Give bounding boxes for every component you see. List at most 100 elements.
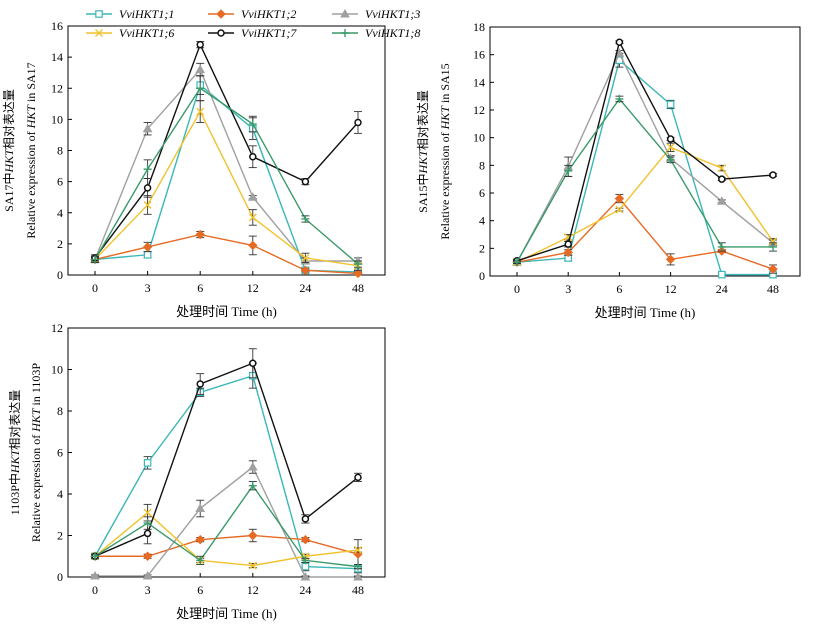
- y-tick-label: 14: [473, 75, 485, 89]
- data-point: [142, 123, 153, 133]
- data-point: [354, 118, 362, 127]
- y-axis-label-suffix: in 1103P: [29, 363, 43, 409]
- y-tick-label: 6: [479, 186, 485, 200]
- data-point: [196, 40, 204, 49]
- data-point: [249, 152, 257, 161]
- legend-item: VviHKT1;6: [86, 26, 174, 40]
- y-tick-label: 12: [473, 103, 485, 117]
- data-point: [248, 561, 257, 570]
- y-tick-label: 2: [57, 237, 63, 251]
- series-line: [94, 42, 359, 259]
- legend-swatch-marker: [340, 8, 350, 18]
- data-point: [564, 240, 572, 248]
- data-point: [301, 556, 310, 565]
- y-tick-label: 0: [57, 570, 63, 584]
- series-line: [94, 68, 358, 262]
- y-tick-label: 6: [57, 175, 63, 189]
- plot-frame: [489, 26, 801, 277]
- y-axis-label-gene: HKT: [438, 105, 452, 131]
- legend-item: VviHKT1;2: [208, 7, 296, 21]
- data-point: [248, 213, 257, 222]
- data-point: [717, 242, 726, 251]
- data-point: [300, 534, 311, 545]
- series-line: [94, 233, 359, 275]
- legend-swatch-marker: [216, 9, 226, 19]
- series-VviHKT1-1: [91, 362, 362, 574]
- data-point: [353, 571, 363, 581]
- data-point: [195, 64, 206, 74]
- data-point: [196, 556, 205, 565]
- legend-label: VviHKT1;6: [119, 26, 174, 40]
- data-point: [195, 503, 206, 513]
- series-VviHKT1-2: [90, 229, 363, 279]
- y-axis-label-line1: SA17中HKT相对表达量: [1, 89, 16, 212]
- series-VviHKT1-3: [90, 460, 363, 581]
- data-point: [143, 184, 152, 192]
- y-axis-label-suffix: in SA17: [24, 62, 38, 105]
- x-tick-label: 3: [145, 281, 151, 295]
- legend-item: VviHKT1;7: [208, 26, 297, 40]
- data-point: [91, 255, 99, 264]
- data-point: [353, 268, 363, 279]
- data-point: [354, 260, 362, 269]
- data-point: [717, 270, 726, 279]
- data-point: [716, 196, 727, 205]
- series-VviHKT1-2: [90, 528, 363, 570]
- y-axis-label-line1: SA15中HKT相对表达量: [415, 90, 430, 213]
- y-tick-label: 6: [57, 446, 63, 460]
- data-point: [143, 519, 152, 528]
- legend-item: VviHKT1;3: [332, 7, 420, 21]
- y-tick-label: 0: [479, 269, 485, 283]
- series-VviHKT1-6: [91, 100, 362, 271]
- data-point: [666, 155, 675, 164]
- legend-item: VviHKT1;1: [86, 7, 174, 21]
- y-axis-label-gene: HKT: [416, 149, 430, 175]
- y-tick-label: 2: [479, 241, 485, 255]
- y-tick-label: 2: [57, 529, 63, 543]
- y-tick-label: 4: [479, 214, 485, 228]
- y-axis-label-line2: Relative expression of HKT in SA17: [24, 62, 38, 238]
- y-axis-label-prefix: 1103P中: [7, 473, 22, 515]
- series-VviHKT1-7: [513, 38, 777, 265]
- y-axis-label-line1: 1103P中HKT相对表达量: [7, 390, 22, 516]
- data-point: [248, 481, 257, 490]
- x-axis-label: 处理时间 Time (h): [595, 305, 696, 320]
- legend-label: VviHKT1;3: [365, 7, 420, 21]
- legend-label: VviHKT1;8: [365, 26, 420, 40]
- data-point: [142, 570, 153, 580]
- data-point: [768, 264, 778, 274]
- series-line: [94, 374, 359, 570]
- y-axis-label-gene: HKT: [8, 448, 22, 474]
- series-line: [516, 40, 774, 262]
- y-tick-label: 18: [473, 20, 485, 34]
- x-tick-label: 3: [145, 583, 151, 597]
- series-line: [516, 58, 773, 276]
- legend-label: VviHKT1;7: [241, 26, 297, 40]
- legend-swatch-marker: [341, 29, 349, 37]
- data-point: [248, 240, 258, 251]
- legend: VviHKT1;1 VviHKT1;2 VviHKT1;3 VviHKT1;6 VviH…: [86, 7, 420, 40]
- y-tick-label: 8: [479, 158, 485, 172]
- x-tick-label: 12: [665, 282, 677, 296]
- series-line: [95, 534, 359, 557]
- y-axis-label-suffix: in SA15: [438, 63, 452, 106]
- y-axis-label-suffix: 相对表达量: [8, 390, 22, 450]
- y-axis-label-prefix: SA17中: [1, 173, 16, 212]
- data-point: [513, 258, 521, 267]
- data-point: [615, 94, 624, 103]
- data-point: [249, 359, 257, 368]
- data-point: [563, 247, 573, 258]
- data-point: [143, 200, 152, 209]
- y-axis-label-gene: HKT: [2, 148, 16, 174]
- legend-swatch-marker: [95, 10, 103, 18]
- data-point: [143, 165, 152, 174]
- data-point: [769, 237, 777, 246]
- series-VviHKT1-2: [512, 193, 778, 274]
- data-point: [196, 380, 204, 388]
- x-tick-label: 24: [299, 583, 311, 597]
- y-tick-label: 10: [51, 363, 63, 377]
- y-axis-label-prefix: Relative expression of: [24, 128, 38, 238]
- data-point: [301, 214, 310, 223]
- legend-swatch-marker: [217, 29, 225, 37]
